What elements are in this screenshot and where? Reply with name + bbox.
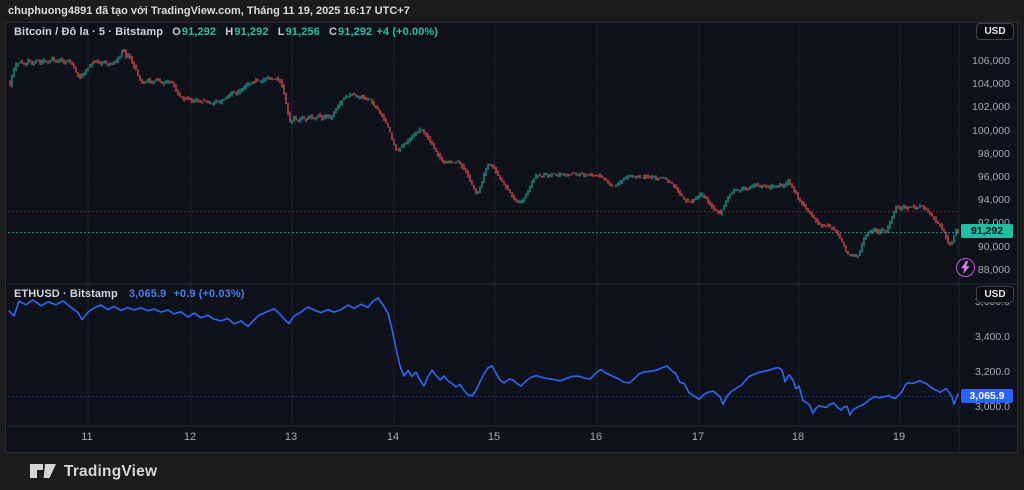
btc-open-label: O (172, 26, 181, 38)
eth-chart-area[interactable] (6, 284, 958, 424)
btc-axis-tick: 98,000 (977, 147, 1010, 160)
time-axis-label: 11 (81, 431, 93, 443)
eth-symbol-title: ETHUSD · Bitstamp (14, 288, 118, 300)
eth-axis-tick: 3,200.0 (974, 366, 1010, 378)
btc-axis-tick: 102,000 (972, 101, 1010, 114)
btc-axis-tick: 100,000 (972, 124, 1010, 137)
time-axis-label: 19 (892, 431, 906, 443)
btc-close-label: C (328, 26, 338, 38)
time-axis-label: 17 (691, 431, 705, 443)
btc-axis-tick: 96,000 (977, 171, 1010, 183)
time-axis-label: 16 (589, 431, 603, 443)
eth-last-value: 3,065.9 (128, 288, 167, 300)
attribution-bar: chuphuong4891 đã tạo với TradingView.com… (0, 0, 1024, 22)
btc-axis-tick: 88,000 (977, 263, 1010, 276)
bolt-glyph (961, 261, 970, 274)
lightning-bolt-icon[interactable] (956, 258, 975, 277)
time-axis-label: 15 (487, 431, 501, 443)
eth-axis-tick: 3,000.0 (974, 401, 1010, 413)
chart-card (5, 22, 1018, 453)
eth-change-value: +0.9 (+0.03%) (173, 288, 245, 300)
tradingview-logo-icon[interactable] (30, 463, 57, 481)
eth-currency-button[interactable]: USD (976, 286, 1014, 303)
btc-legend[interactable]: Bitcoin / Đô la · 5 · Bitstamp O91,292 H… (14, 26, 438, 38)
attribution-text: chuphuong4891 đã tạo với TradingView.com… (8, 5, 410, 17)
btc-last-price-tag: 91,292 (961, 224, 1013, 238)
btc-open-value: 91,292 (181, 26, 217, 38)
btc-high-label: H (225, 26, 234, 38)
chart-canvas (7, 24, 1018, 453)
time-axis-label: 13 (284, 431, 298, 443)
btc-high-value: 91,292 (234, 26, 269, 38)
btc-chart-area[interactable] (6, 24, 958, 282)
btc-symbol-title: Bitcoin / Đô la · 5 · Bitstamp (14, 26, 164, 38)
btc-low-value: 91,256 (285, 26, 320, 38)
btc-currency-button[interactable]: USD (976, 23, 1014, 40)
btc-change-value: +4 (+0.00%) (376, 26, 439, 38)
tradingview-brand-text[interactable]: TradingView (64, 462, 158, 480)
btc-close-value: 91,292 (338, 26, 373, 38)
eth-legend[interactable]: ETHUSD · Bitstamp 3,065.9 +0.9 (+0.03%) (14, 288, 245, 300)
eth-axis-tick: 3,400.0 (974, 331, 1010, 343)
time-axis[interactable]: 11 12 13 14 15 16 17 18 19 (6, 425, 958, 453)
eth-last-price-tag: 3,065.9 (961, 389, 1013, 403)
footer-bar: TradingView (0, 453, 1024, 490)
time-axis-label: 12 (183, 431, 197, 443)
btc-axis-tick: 94,000 (977, 194, 1010, 207)
eth-price-axis[interactable]: 3,600.03,400.03,200.03,000.0 (958, 283, 1016, 425)
btc-axis-tick: 104,000 (972, 78, 1010, 91)
time-axis-label: 14 (386, 431, 400, 443)
btc-axis-tick: 90,000 (977, 240, 1010, 253)
btc-price-axis[interactable]: 106,000 104,000 102,000 100,000 98,000 96,000… (958, 22, 1016, 283)
btc-axis-tick: 106,000 (972, 55, 1010, 67)
btc-low-label: L (277, 26, 285, 38)
time-axis-label: 18 (791, 431, 805, 443)
